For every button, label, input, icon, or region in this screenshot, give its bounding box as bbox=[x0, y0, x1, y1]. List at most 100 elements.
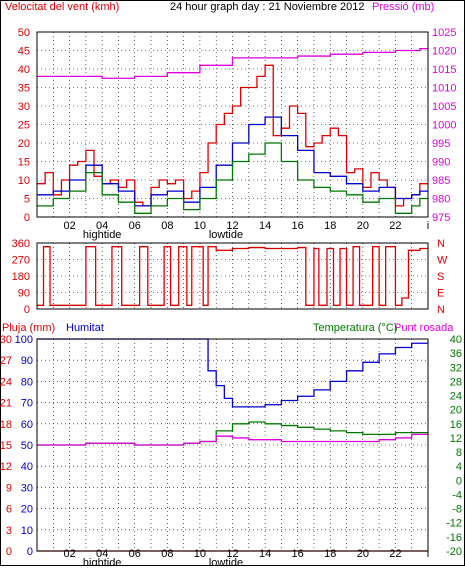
temperature-y-tick-label: -12 bbox=[446, 518, 462, 530]
x-tick-label: 18 bbox=[324, 220, 336, 232]
wind-plot-frame bbox=[36, 31, 429, 218]
humidity-y-tick-label: 0 bbox=[27, 546, 33, 558]
wind-y-tick-label: 5 bbox=[24, 194, 30, 206]
series-line-2 bbox=[37, 116, 428, 207]
humidity-label: Humitat bbox=[66, 322, 104, 334]
pressure-y-tick-label: 990 bbox=[432, 157, 450, 169]
temperature-y-tick-label: 4 bbox=[456, 461, 462, 473]
compass-label: W bbox=[437, 255, 448, 267]
series-line-3 bbox=[37, 433, 428, 446]
pressure-y-tick-label: 995 bbox=[432, 138, 450, 150]
series-line-4 bbox=[37, 48, 428, 79]
wind-speed-label: Velocitat del vent (kmh) bbox=[5, 1, 119, 13]
x-tick-label: 04 bbox=[96, 548, 108, 560]
x-tick-label: 14 bbox=[259, 220, 271, 232]
pressure-y-tick-label: 1025 bbox=[432, 27, 456, 39]
humidity-y-tick-label: 20 bbox=[21, 504, 33, 516]
compass-label: S bbox=[437, 271, 444, 283]
wind-y-tick-label: 15 bbox=[18, 157, 30, 169]
direction-y-tick-label: 0 bbox=[24, 304, 30, 316]
humidity-y-tick-label: 100 bbox=[15, 334, 33, 346]
rain-y-tick-label: 15 bbox=[0, 440, 12, 452]
humidity-y-tick-label: 50 bbox=[21, 440, 33, 452]
pressure-label: Pressió (mb) bbox=[372, 1, 434, 13]
temperature-y-tick-label: -4 bbox=[452, 489, 462, 501]
humidity-y-tick-label: 60 bbox=[21, 419, 33, 431]
compass-label: N bbox=[437, 304, 445, 316]
series-line-3 bbox=[37, 142, 428, 214]
wind-y-tick-label: 25 bbox=[18, 120, 30, 132]
rain-y-tick-label: 0 bbox=[6, 546, 12, 558]
rain-y-tick-label: 18 bbox=[0, 419, 12, 431]
direction-plot-frame bbox=[36, 242, 429, 310]
rain-y-tick-label: 21 bbox=[0, 398, 12, 410]
humidity-y-tick-label: 30 bbox=[21, 482, 33, 494]
temperature-y-tick-label: -8 bbox=[452, 504, 462, 516]
pressure-y-tick-label: 985 bbox=[432, 175, 450, 187]
rain-y-tick-label: 24 bbox=[0, 376, 12, 388]
x-tick-label: i bbox=[427, 220, 429, 232]
x-tick-label: 08 bbox=[161, 548, 173, 560]
x-tick-label: 06 bbox=[129, 548, 141, 560]
wind-y-tick-label: 50 bbox=[18, 27, 30, 39]
temperature-y-tick-label: 40 bbox=[450, 334, 462, 346]
rain-y-tick-label: 30 bbox=[0, 334, 12, 346]
x-tick-label: 22 bbox=[389, 548, 401, 560]
x-tick-label: 20 bbox=[357, 548, 369, 560]
x-tick-label: 10 bbox=[194, 548, 206, 560]
x-tick-label: 06 bbox=[129, 220, 141, 232]
tide-label: hightide bbox=[83, 557, 122, 566]
wind-y-tick-label: 30 bbox=[18, 101, 30, 113]
compass-label: N bbox=[437, 238, 445, 250]
x-tick-label: i bbox=[427, 548, 429, 560]
wind-y-tick-label: 40 bbox=[18, 64, 30, 76]
temperature-humidity-panel: 0369121518212427300102030405060708090100… bbox=[0, 334, 462, 569]
humidity-y-tick-label: 90 bbox=[21, 355, 33, 367]
pressure-y-tick-label: 1000 bbox=[432, 120, 456, 132]
rain-y-tick-label: 9 bbox=[6, 482, 12, 494]
rain-y-tick-label: 12 bbox=[0, 461, 12, 473]
temperature-y-tick-label: 28 bbox=[450, 376, 462, 388]
direction-line bbox=[37, 246, 428, 306]
temperature-y-tick-label: -16 bbox=[446, 532, 462, 544]
direction-y-tick-label: 90 bbox=[18, 288, 30, 300]
humidity-y-tick-label: 10 bbox=[21, 525, 33, 537]
x-tick-label: 22 bbox=[389, 220, 401, 232]
rain-y-tick-label: 27 bbox=[0, 355, 12, 367]
chart-title: 24 hour graph day : 21 Noviembre 2012 bbox=[170, 1, 364, 13]
temperature-y-tick-label: 36 bbox=[450, 348, 462, 360]
wind-panel: 0510152025303540455097598098599099510001… bbox=[18, 27, 457, 241]
wind-y-tick-label: 20 bbox=[18, 138, 30, 150]
x-tick-label: 12 bbox=[226, 220, 238, 232]
direction-y-tick-label: 180 bbox=[12, 271, 30, 283]
tide-label: lowtide bbox=[209, 229, 243, 241]
tide-label: hightide bbox=[83, 229, 122, 241]
wind-y-tick-label: 35 bbox=[18, 83, 30, 95]
x-tick-label: 10 bbox=[194, 220, 206, 232]
x-tick-label: 02 bbox=[63, 548, 75, 560]
dewpoint-label: Punt rosada bbox=[394, 322, 454, 334]
rain-y-tick-label: 3 bbox=[6, 525, 12, 537]
x-tick-label: 04 bbox=[96, 220, 108, 232]
temperature-y-tick-label: 24 bbox=[450, 391, 462, 403]
x-tick-label: 20 bbox=[357, 220, 369, 232]
rain-label: Pluja (mm) bbox=[2, 322, 55, 334]
temperature-y-tick-label: -20 bbox=[446, 546, 462, 558]
temperature-y-tick-label: 8 bbox=[456, 447, 462, 459]
x-tick-label: 16 bbox=[292, 220, 304, 232]
humidity-y-tick-label: 70 bbox=[21, 398, 33, 410]
pressure-y-tick-label: 1020 bbox=[432, 46, 456, 58]
temperature-y-tick-label: 32 bbox=[450, 362, 462, 374]
pressure-y-tick-label: 980 bbox=[432, 194, 450, 206]
temperature-y-tick-label: 20 bbox=[450, 405, 462, 417]
x-tick-label: 08 bbox=[161, 220, 173, 232]
temperature-plot-frame bbox=[36, 338, 429, 552]
temperature-y-tick-label: 16 bbox=[450, 419, 462, 431]
temperature-y-tick-label: 12 bbox=[450, 433, 462, 445]
pressure-y-tick-label: 1010 bbox=[432, 83, 456, 95]
temperature-y-tick-label: 0 bbox=[456, 475, 462, 487]
x-tick-label: 14 bbox=[259, 548, 271, 560]
